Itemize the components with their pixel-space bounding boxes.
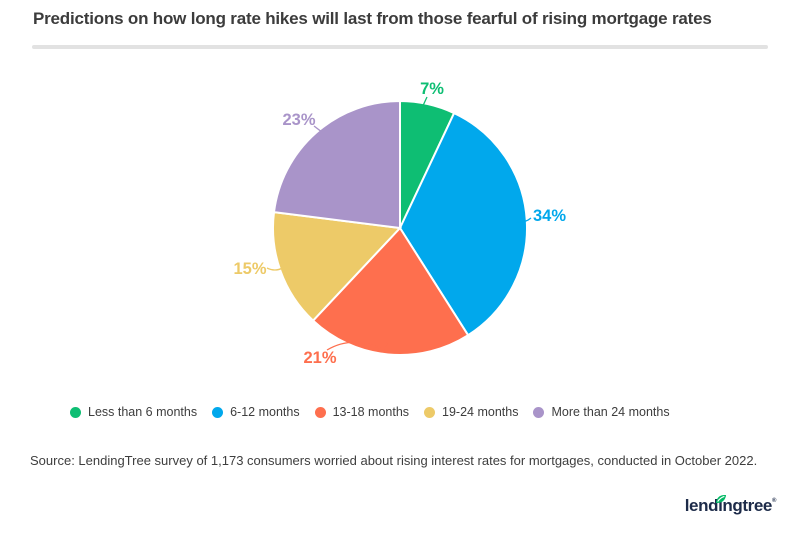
legend-item-13-18-months: 13-18 months [314, 405, 410, 419]
pie-percent-label-19-24-months: 15% [233, 260, 266, 278]
pie-slice-19-24-months [272, 210, 403, 323]
legend-item-6-12-months: 6-12 months [212, 405, 300, 419]
legend-item-less-than-6-months: Less than 6 months [70, 405, 197, 419]
label-leader-line [516, 217, 532, 223]
legend-swatch [424, 406, 436, 418]
label-leader-line [420, 96, 428, 111]
label-leader-line [266, 261, 291, 271]
legend-label: 13-18 months [332, 405, 410, 419]
legend: Less than 6 months 6-12 months 13-18 month… [70, 405, 670, 419]
pie-percent-label-more-than-24-months: 23% [282, 111, 315, 129]
chart-title: Predictions on how long rate hikes will … [33, 9, 712, 28]
pie-slice-more-than-24-months [272, 99, 401, 230]
legend-swatch [533, 406, 545, 418]
leaf-icon [715, 490, 727, 503]
lendingtree-logo: lendıngtree® [684, 495, 776, 516]
pie-percent-label-less-than-6-months: 7% [420, 80, 444, 98]
legend-swatch [70, 406, 81, 418]
legend-item-more-than-24-months: More than 24 months [533, 405, 670, 419]
label-leader-line [326, 341, 388, 353]
legend-label: Less than 6 months [88, 405, 198, 419]
pie-percent-label-13-18-months: 21% [303, 349, 336, 367]
legend-label: More than 24 months [551, 405, 670, 419]
label-leader-line [313, 125, 332, 140]
legend-item-19-24-months: 19-24 months [424, 405, 518, 419]
pie-percent-label-6-12-months: 34% [533, 207, 566, 225]
logo-registered-mark: ® [771, 498, 776, 504]
source-note: Source: LendingTree survey of 1,173 cons… [30, 453, 758, 468]
legend-swatch [314, 406, 326, 418]
title-divider [32, 45, 768, 49]
legend-label: 19-24 months [442, 405, 519, 419]
legend-swatch [212, 406, 224, 418]
pie-slice-13-18-months [311, 226, 470, 356]
logo-text: lendıngtree [684, 496, 773, 515]
legend-label: 6-12 months [230, 405, 300, 419]
